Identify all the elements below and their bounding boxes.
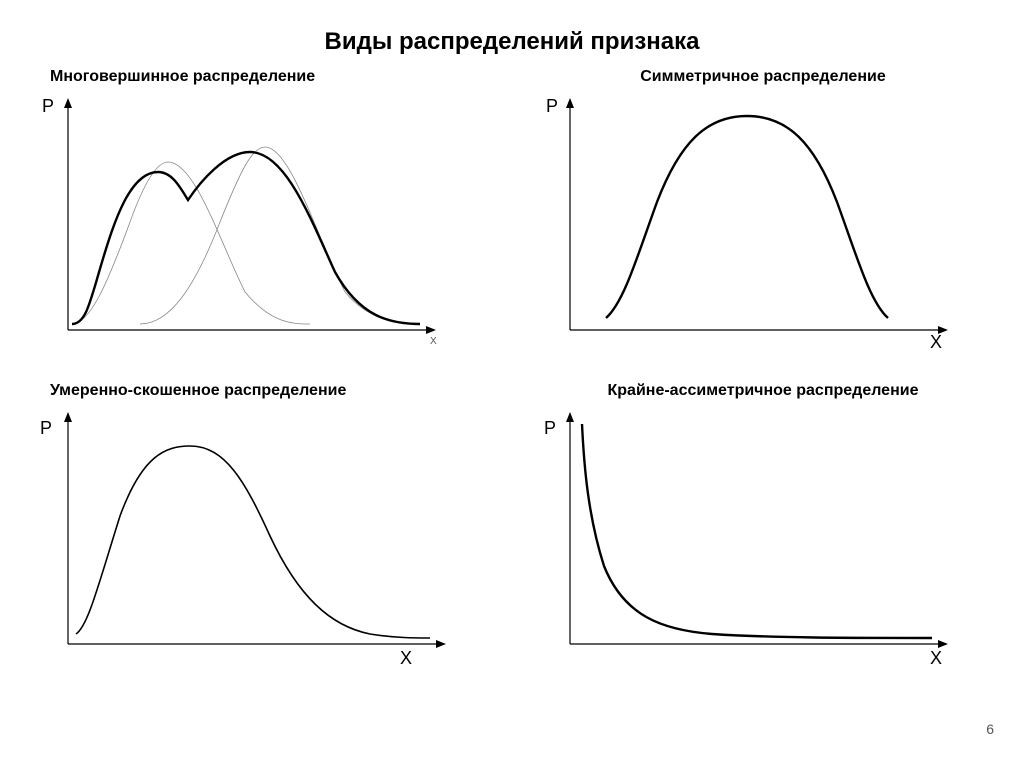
secondary-curve-2 — [140, 147, 420, 324]
y-axis-label: P — [546, 96, 558, 117]
panel-symmetric-title: Симметричное распределение — [532, 68, 994, 86]
x-axis-arrow — [436, 640, 446, 648]
main-curve — [582, 424, 932, 638]
asymmetric-svg — [532, 406, 952, 666]
panel-multimodal: Многовершинное распределение P X — [30, 68, 492, 362]
y-axis-label: P — [40, 418, 52, 439]
y-axis-arrow — [566, 98, 574, 108]
panel-skewed-plot: P X — [30, 406, 492, 676]
page-number: 6 — [986, 721, 994, 737]
panel-asymmetric-plot: P X — [532, 406, 994, 676]
x-axis-label: X — [430, 336, 437, 347]
y-axis-arrow — [64, 412, 72, 422]
main-curve — [76, 446, 430, 638]
main-title: Виды распределений признака — [0, 0, 1024, 68]
y-axis-label: P — [42, 96, 54, 117]
panel-multimodal-title: Многовершинное распределение — [30, 68, 492, 86]
x-axis-label: X — [400, 648, 412, 669]
panel-skewed-title: Умеренно-скошенное распределение — [30, 382, 492, 400]
x-axis-label: X — [930, 648, 942, 669]
x-axis-arrow — [426, 326, 436, 334]
panel-skewed: Умеренно-скошенное распределение P X — [30, 382, 492, 676]
x-axis-arrow — [938, 640, 948, 648]
y-axis-arrow — [566, 412, 574, 422]
x-axis-label: X — [930, 332, 942, 353]
panel-multimodal-plot: P X — [30, 92, 492, 362]
skewed-svg — [30, 406, 450, 666]
panel-symmetric: Симметричное распределение P X — [532, 68, 994, 362]
multimodal-svg — [30, 92, 450, 352]
chart-grid: Многовершинное распределение P X Симметр… — [0, 68, 1024, 676]
y-axis-label: P — [544, 418, 556, 439]
symmetric-svg — [532, 92, 952, 352]
panel-asymmetric: Крайне-ассиметричное распределение P X — [532, 382, 994, 676]
panel-symmetric-plot: P X — [532, 92, 994, 362]
panel-asymmetric-title: Крайне-ассиметричное распределение — [532, 382, 994, 400]
y-axis-arrow — [64, 98, 72, 108]
main-curve — [606, 116, 888, 318]
